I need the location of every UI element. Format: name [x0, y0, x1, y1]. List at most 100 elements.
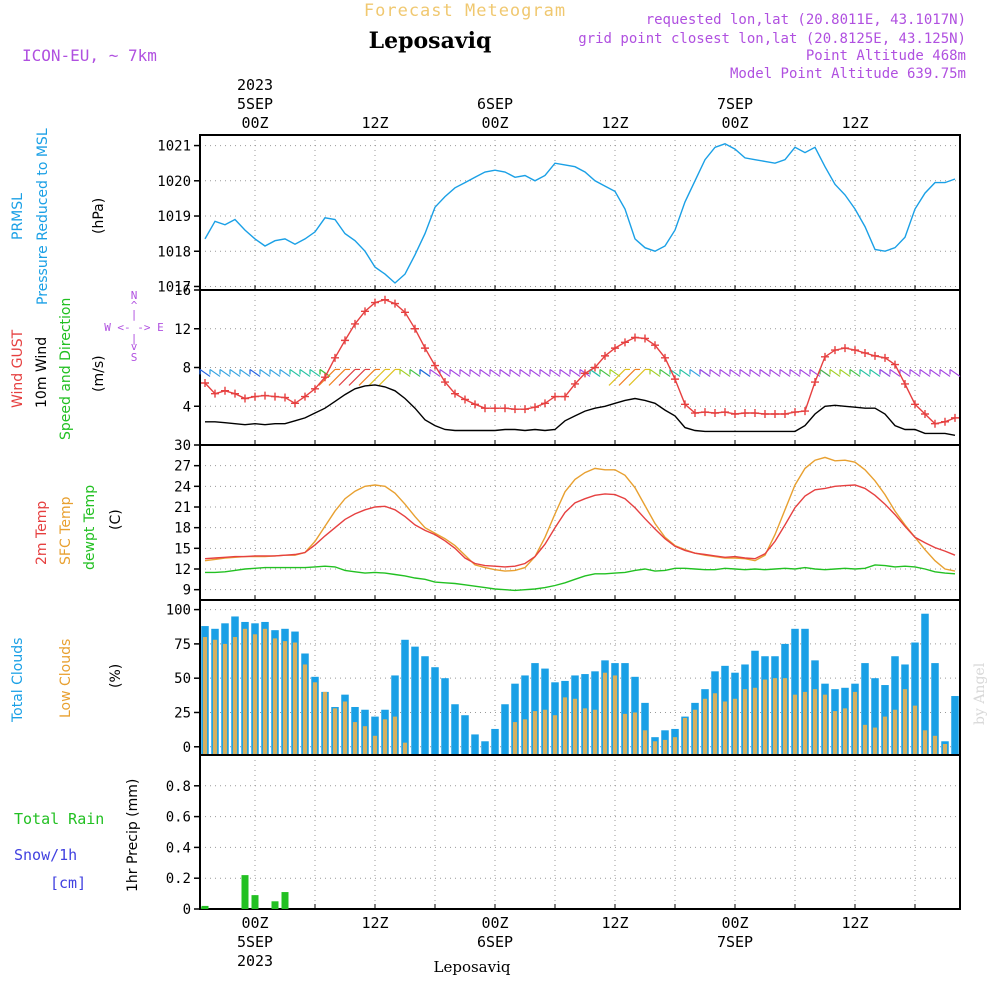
low-cloud-bar: [232, 637, 238, 755]
gust-marker: [771, 410, 779, 418]
y-tick-label: 0.4: [166, 840, 191, 856]
wind-barb: [709, 368, 721, 377]
wind-barb-shaft: [439, 368, 451, 377]
y-tick-label: 21: [174, 500, 191, 516]
gust-marker: [551, 392, 559, 401]
total-cloud-bar: [411, 646, 419, 755]
low-cloud-bar: [702, 698, 708, 755]
model-altitude: Model Point Altitude 639.75m: [730, 66, 966, 82]
wind-barb: [419, 368, 431, 377]
time-label: 00Z: [481, 114, 508, 132]
low-cloud-bar: [592, 709, 598, 755]
gust-marker: [341, 336, 349, 345]
sfc-temp-line: [204, 456, 956, 572]
gust-marker: [851, 346, 859, 355]
total-cloud-bar: [401, 639, 409, 755]
wind-barb: [519, 368, 531, 377]
wind-barb: [479, 368, 491, 377]
wind-barb: [559, 368, 571, 377]
gust-marker: [701, 408, 709, 417]
compass-down: v: [131, 340, 138, 353]
low-cloud-bar: [242, 628, 248, 755]
low-cloud-bar: [792, 694, 798, 755]
wind-barb-shaft: [459, 368, 471, 377]
low-cloud-bar: [262, 628, 268, 755]
gust-marker: [561, 392, 569, 401]
low-cloud-bar: [522, 719, 528, 755]
rain-label: Total Rain: [14, 810, 104, 828]
low-cloud-bar: [812, 689, 818, 755]
y-tick-label: 0: [183, 902, 191, 918]
gust-marker: [511, 405, 519, 414]
cloud-labels: Total Clouds Low Clouds (%): [10, 638, 124, 723]
wind-barb-shaft: [279, 368, 291, 377]
low-cloud-bar: [672, 737, 678, 755]
wind-barb-shaft: [759, 368, 771, 377]
y-tick-label: 16: [174, 283, 191, 299]
pressure-panel: 1017 1018 1019 1020 1021: [157, 134, 961, 295]
y-tick-label: 1019: [157, 209, 191, 225]
wind-barb-shaft: [749, 368, 761, 377]
total-cloud-bar: [461, 715, 469, 755]
low-cloud-bar: [662, 739, 668, 755]
gust-marker: [451, 389, 459, 398]
wind-barb-shaft: [328, 369, 346, 386]
wind-barb: [259, 368, 271, 377]
low-cloud-bar: [682, 717, 688, 755]
time-label: 7SEP: [717, 933, 753, 951]
wind-barb-shaft: [889, 368, 901, 377]
wind-barb-shaft: [549, 368, 561, 377]
low-cloud-bar: [802, 691, 808, 755]
wind-barb: [409, 368, 421, 377]
wind-barb-shaft: [469, 368, 481, 377]
total-cloud-bar: [791, 628, 799, 755]
wind-barb: [829, 368, 841, 377]
gust-marker: [421, 344, 429, 353]
wind-barb: [368, 368, 390, 386]
low-cloud-bar: [282, 641, 288, 755]
wind10m-line: [205, 384, 956, 436]
gust-marker: [461, 395, 469, 404]
gust-marker: [431, 361, 439, 370]
wind-barb: [919, 368, 931, 377]
wind-barb: [649, 368, 661, 377]
gust-marker: [241, 394, 249, 403]
gust-marker: [941, 417, 949, 426]
precip-panel: 0 0.2 0.4 0.6 0.8: [166, 754, 961, 918]
low-cloud-bar: [942, 744, 948, 755]
wind-barb-shaft: [829, 368, 841, 377]
pressure-line: [204, 143, 956, 284]
total-cloud-bar: [921, 613, 929, 755]
wind-barb: [429, 368, 441, 377]
y-tick-label: 8: [183, 361, 191, 377]
time-label: 00Z: [481, 914, 508, 932]
total-cloud-bar: [491, 728, 499, 755]
gust-marker: [721, 408, 729, 417]
total-cloud-bar: [451, 704, 459, 755]
wind-barb: [399, 368, 411, 377]
total-cloud-bar: [951, 696, 959, 755]
low-cloud-bar: [822, 694, 828, 755]
y-tick-label: 15: [174, 541, 191, 557]
gust-marker: [831, 346, 839, 355]
temp2m-line: [204, 484, 956, 568]
gust-marker: [381, 295, 389, 304]
low-cloud-bar: [712, 693, 718, 755]
time-label: 2023: [237, 952, 273, 970]
pressure-label-1: PRMSL: [10, 193, 26, 240]
pressure-label-2: Pressure Reduced to MSL: [35, 128, 51, 305]
wind-barb: [529, 368, 541, 377]
gust-marker: [591, 363, 599, 372]
wind-barb-shaft: [618, 369, 636, 386]
wind-barb: [549, 368, 561, 377]
panel-frame: [199, 134, 961, 291]
rain-bar: [271, 901, 279, 909]
wind-barb: [819, 368, 831, 377]
wind-barb: [229, 368, 241, 377]
gust-marker: [361, 307, 369, 316]
wind-barb-shaft: [348, 369, 366, 386]
gust-marker: [401, 308, 409, 317]
compass-we: W <- -> E: [104, 321, 164, 334]
rain-bar: [251, 895, 259, 909]
